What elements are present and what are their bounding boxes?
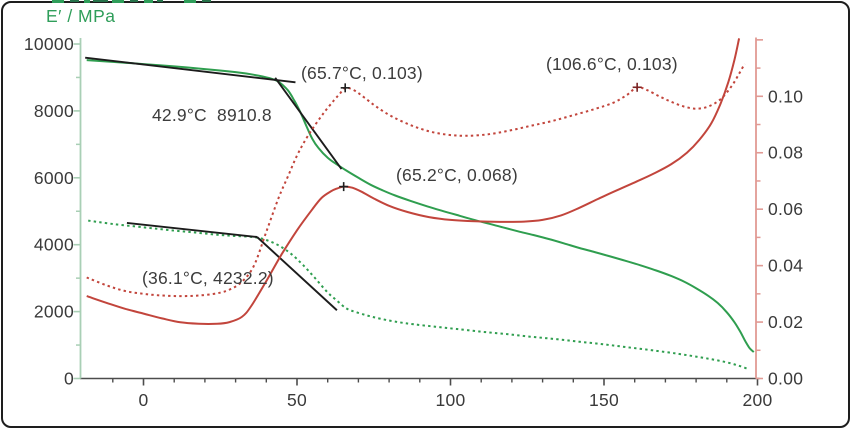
- annotation-onset-lower: (36.1°C, 4232.2): [142, 268, 274, 288]
- left-tick-label: 10000: [24, 34, 74, 54]
- right-tick-label: 0.06: [768, 199, 803, 219]
- x-tick-label: 150: [589, 390, 619, 410]
- tangent-onset-baseline-upper: [85, 56, 296, 84]
- right-tick-label: 0.00: [768, 369, 803, 389]
- x-tick-label: 0: [138, 390, 148, 410]
- annotation-peak-tan-delta-dotted-2: (106.6°C, 0.103): [546, 54, 678, 74]
- tangent-onset-baseline-lower: [126, 222, 258, 238]
- left-tick-label: 4000: [34, 235, 74, 255]
- right-tick-label: 0.04: [768, 256, 803, 276]
- series-e_prime_solid: [86, 59, 755, 353]
- x-tick-label: 200: [742, 390, 772, 410]
- chart-frame: [1, 1, 850, 428]
- x-tick-label: 100: [435, 390, 465, 410]
- cropped-text-artifact: [0, 0, 855, 4]
- left-tick-label: 6000: [34, 168, 74, 188]
- left-axis-title: E′ / MPa: [46, 6, 116, 26]
- left-tick-label: 2000: [34, 302, 74, 322]
- tangent-onset-slope-lower: [256, 236, 338, 311]
- right-tick-label: 0.08: [768, 143, 803, 163]
- x-tick-label: 50: [287, 390, 307, 410]
- tangent-onset-slope-upper: [274, 77, 343, 170]
- right-tick-label: 0.10: [768, 86, 803, 106]
- annotation-peak-tan-delta-solid: (65.2°C, 0.068): [396, 165, 518, 185]
- annotation-onset-upper: 42.9°C 8910.8: [152, 105, 272, 125]
- left-tick-label: 8000: [34, 101, 74, 121]
- left-tick-label: 0: [64, 369, 74, 389]
- right-tick-label: 0.02: [768, 312, 803, 332]
- series-e_prime_dotted: [88, 219, 748, 370]
- annotation-peak-tan-delta-dotted-1: (65.7°C, 0.103): [301, 63, 423, 83]
- series-tan_delta_solid: [86, 38, 741, 325]
